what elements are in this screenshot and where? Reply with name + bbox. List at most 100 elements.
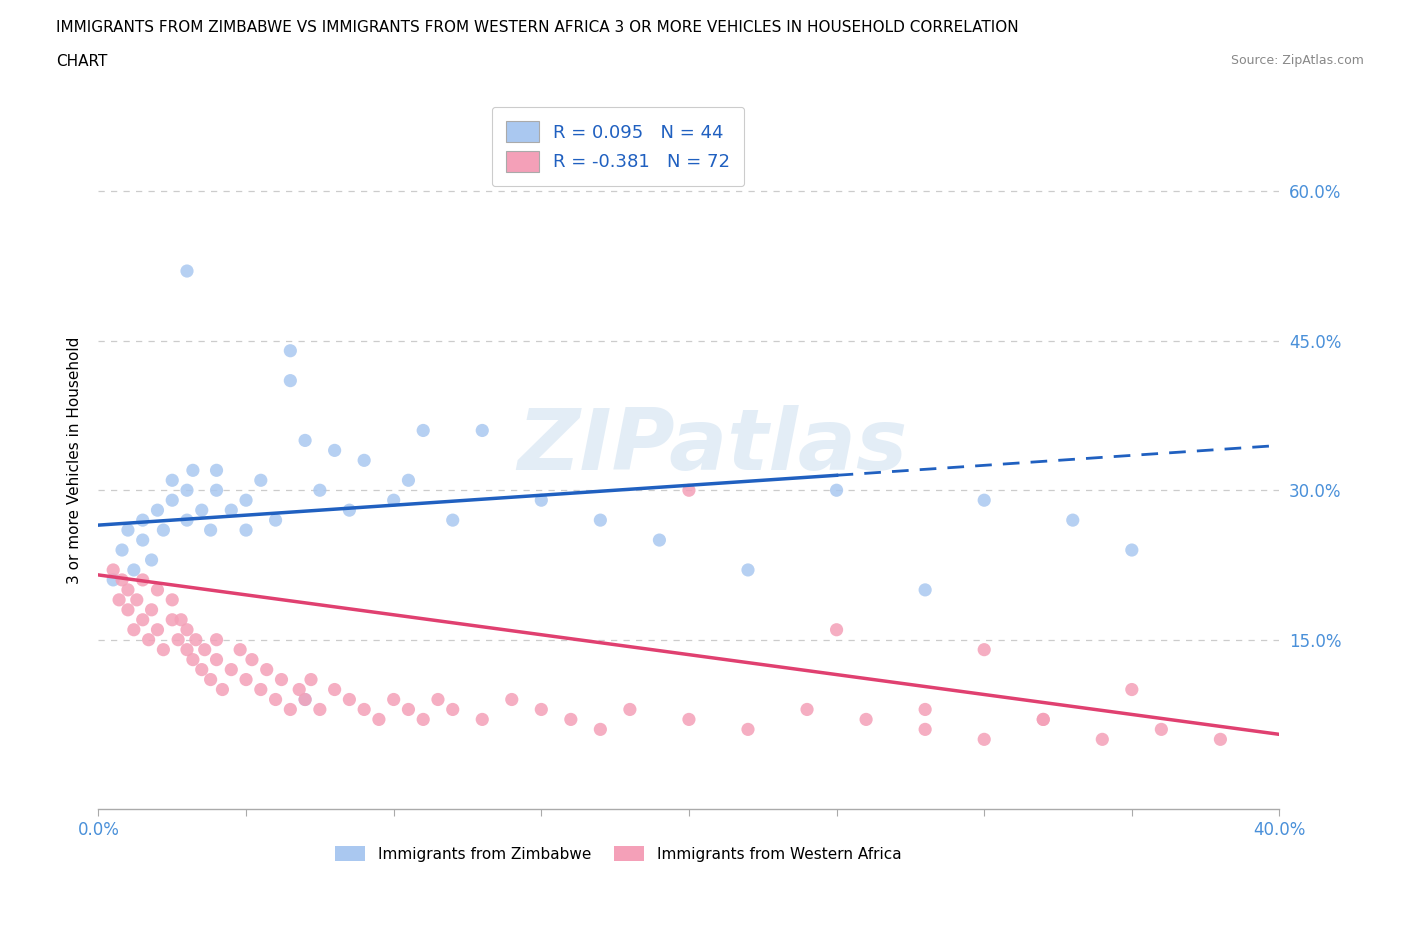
Point — [353, 702, 375, 717]
Point — [141, 603, 163, 618]
Point — [914, 582, 936, 597]
Point — [132, 573, 155, 588]
Point — [221, 503, 243, 518]
Point — [176, 483, 198, 498]
Point — [117, 582, 139, 597]
Point — [1032, 712, 1054, 727]
Point — [235, 493, 257, 508]
Point — [152, 643, 174, 658]
Point — [471, 712, 494, 727]
Point — [914, 702, 936, 717]
Point — [1121, 682, 1143, 697]
Point — [200, 523, 222, 538]
Legend: Immigrants from Zimbabwe, Immigrants from Western Africa: Immigrants from Zimbabwe, Immigrants fro… — [329, 840, 907, 868]
Point — [280, 702, 302, 717]
Point — [294, 692, 316, 707]
Point — [914, 722, 936, 737]
Text: ZIPatlas: ZIPatlas — [517, 405, 908, 488]
Point — [1209, 732, 1232, 747]
Point — [235, 523, 257, 538]
Point — [205, 632, 228, 647]
Point — [382, 493, 405, 508]
Point — [250, 472, 273, 487]
Point — [323, 682, 346, 697]
Point — [825, 483, 848, 498]
Point — [132, 512, 155, 527]
Point — [825, 622, 848, 637]
Point — [678, 712, 700, 727]
Point — [146, 503, 169, 518]
Point — [111, 542, 134, 557]
Point — [191, 503, 214, 518]
Point — [737, 563, 759, 578]
Point — [589, 512, 612, 527]
Point — [181, 652, 204, 667]
Point — [240, 652, 263, 667]
Point — [162, 493, 183, 508]
Point — [256, 662, 278, 677]
Point — [280, 343, 302, 358]
Point — [162, 472, 183, 487]
Point — [441, 702, 464, 717]
Point — [1150, 722, 1173, 737]
Point — [1121, 542, 1143, 557]
Point — [235, 672, 257, 687]
Point — [294, 692, 316, 707]
Point — [221, 662, 243, 677]
Point — [132, 612, 155, 627]
Point — [176, 643, 198, 658]
Point — [194, 643, 217, 658]
Point — [108, 592, 131, 607]
Point — [441, 512, 464, 527]
Point — [427, 692, 450, 707]
Point — [162, 612, 183, 627]
Point — [205, 652, 228, 667]
Text: IMMIGRANTS FROM ZIMBABWE VS IMMIGRANTS FROM WESTERN AFRICA 3 OR MORE VEHICLES IN: IMMIGRANTS FROM ZIMBABWE VS IMMIGRANTS F… — [56, 20, 1019, 35]
Point — [184, 632, 207, 647]
Point — [132, 533, 155, 548]
Point — [176, 512, 198, 527]
Point — [530, 702, 553, 717]
Point — [122, 622, 145, 637]
Point — [138, 632, 160, 647]
Point — [398, 702, 420, 717]
Point — [264, 692, 287, 707]
Point — [152, 523, 174, 538]
Point — [162, 592, 183, 607]
Point — [501, 692, 523, 707]
Point — [176, 263, 198, 278]
Point — [191, 662, 214, 677]
Point — [117, 603, 139, 618]
Point — [280, 373, 302, 388]
Point — [122, 563, 145, 578]
Point — [973, 643, 995, 658]
Point — [737, 722, 759, 737]
Point — [294, 433, 316, 448]
Point — [309, 702, 332, 717]
Point — [181, 463, 204, 478]
Point — [141, 552, 163, 567]
Point — [146, 582, 169, 597]
Point — [619, 702, 641, 717]
Point — [1091, 732, 1114, 747]
Point — [299, 672, 322, 687]
Point — [250, 682, 273, 697]
Point — [1062, 512, 1084, 527]
Point — [530, 493, 553, 508]
Point — [560, 712, 582, 727]
Point — [264, 512, 287, 527]
Point — [398, 472, 420, 487]
Point — [412, 423, 434, 438]
Point — [678, 483, 700, 498]
Point — [973, 493, 995, 508]
Point — [200, 672, 222, 687]
Point — [412, 712, 434, 727]
Point — [117, 523, 139, 538]
Point — [125, 592, 148, 607]
Point — [167, 632, 190, 647]
Y-axis label: 3 or more Vehicles in Household: 3 or more Vehicles in Household — [66, 337, 82, 584]
Point — [146, 622, 169, 637]
Point — [1032, 712, 1054, 727]
Point — [353, 453, 375, 468]
Point — [323, 443, 346, 458]
